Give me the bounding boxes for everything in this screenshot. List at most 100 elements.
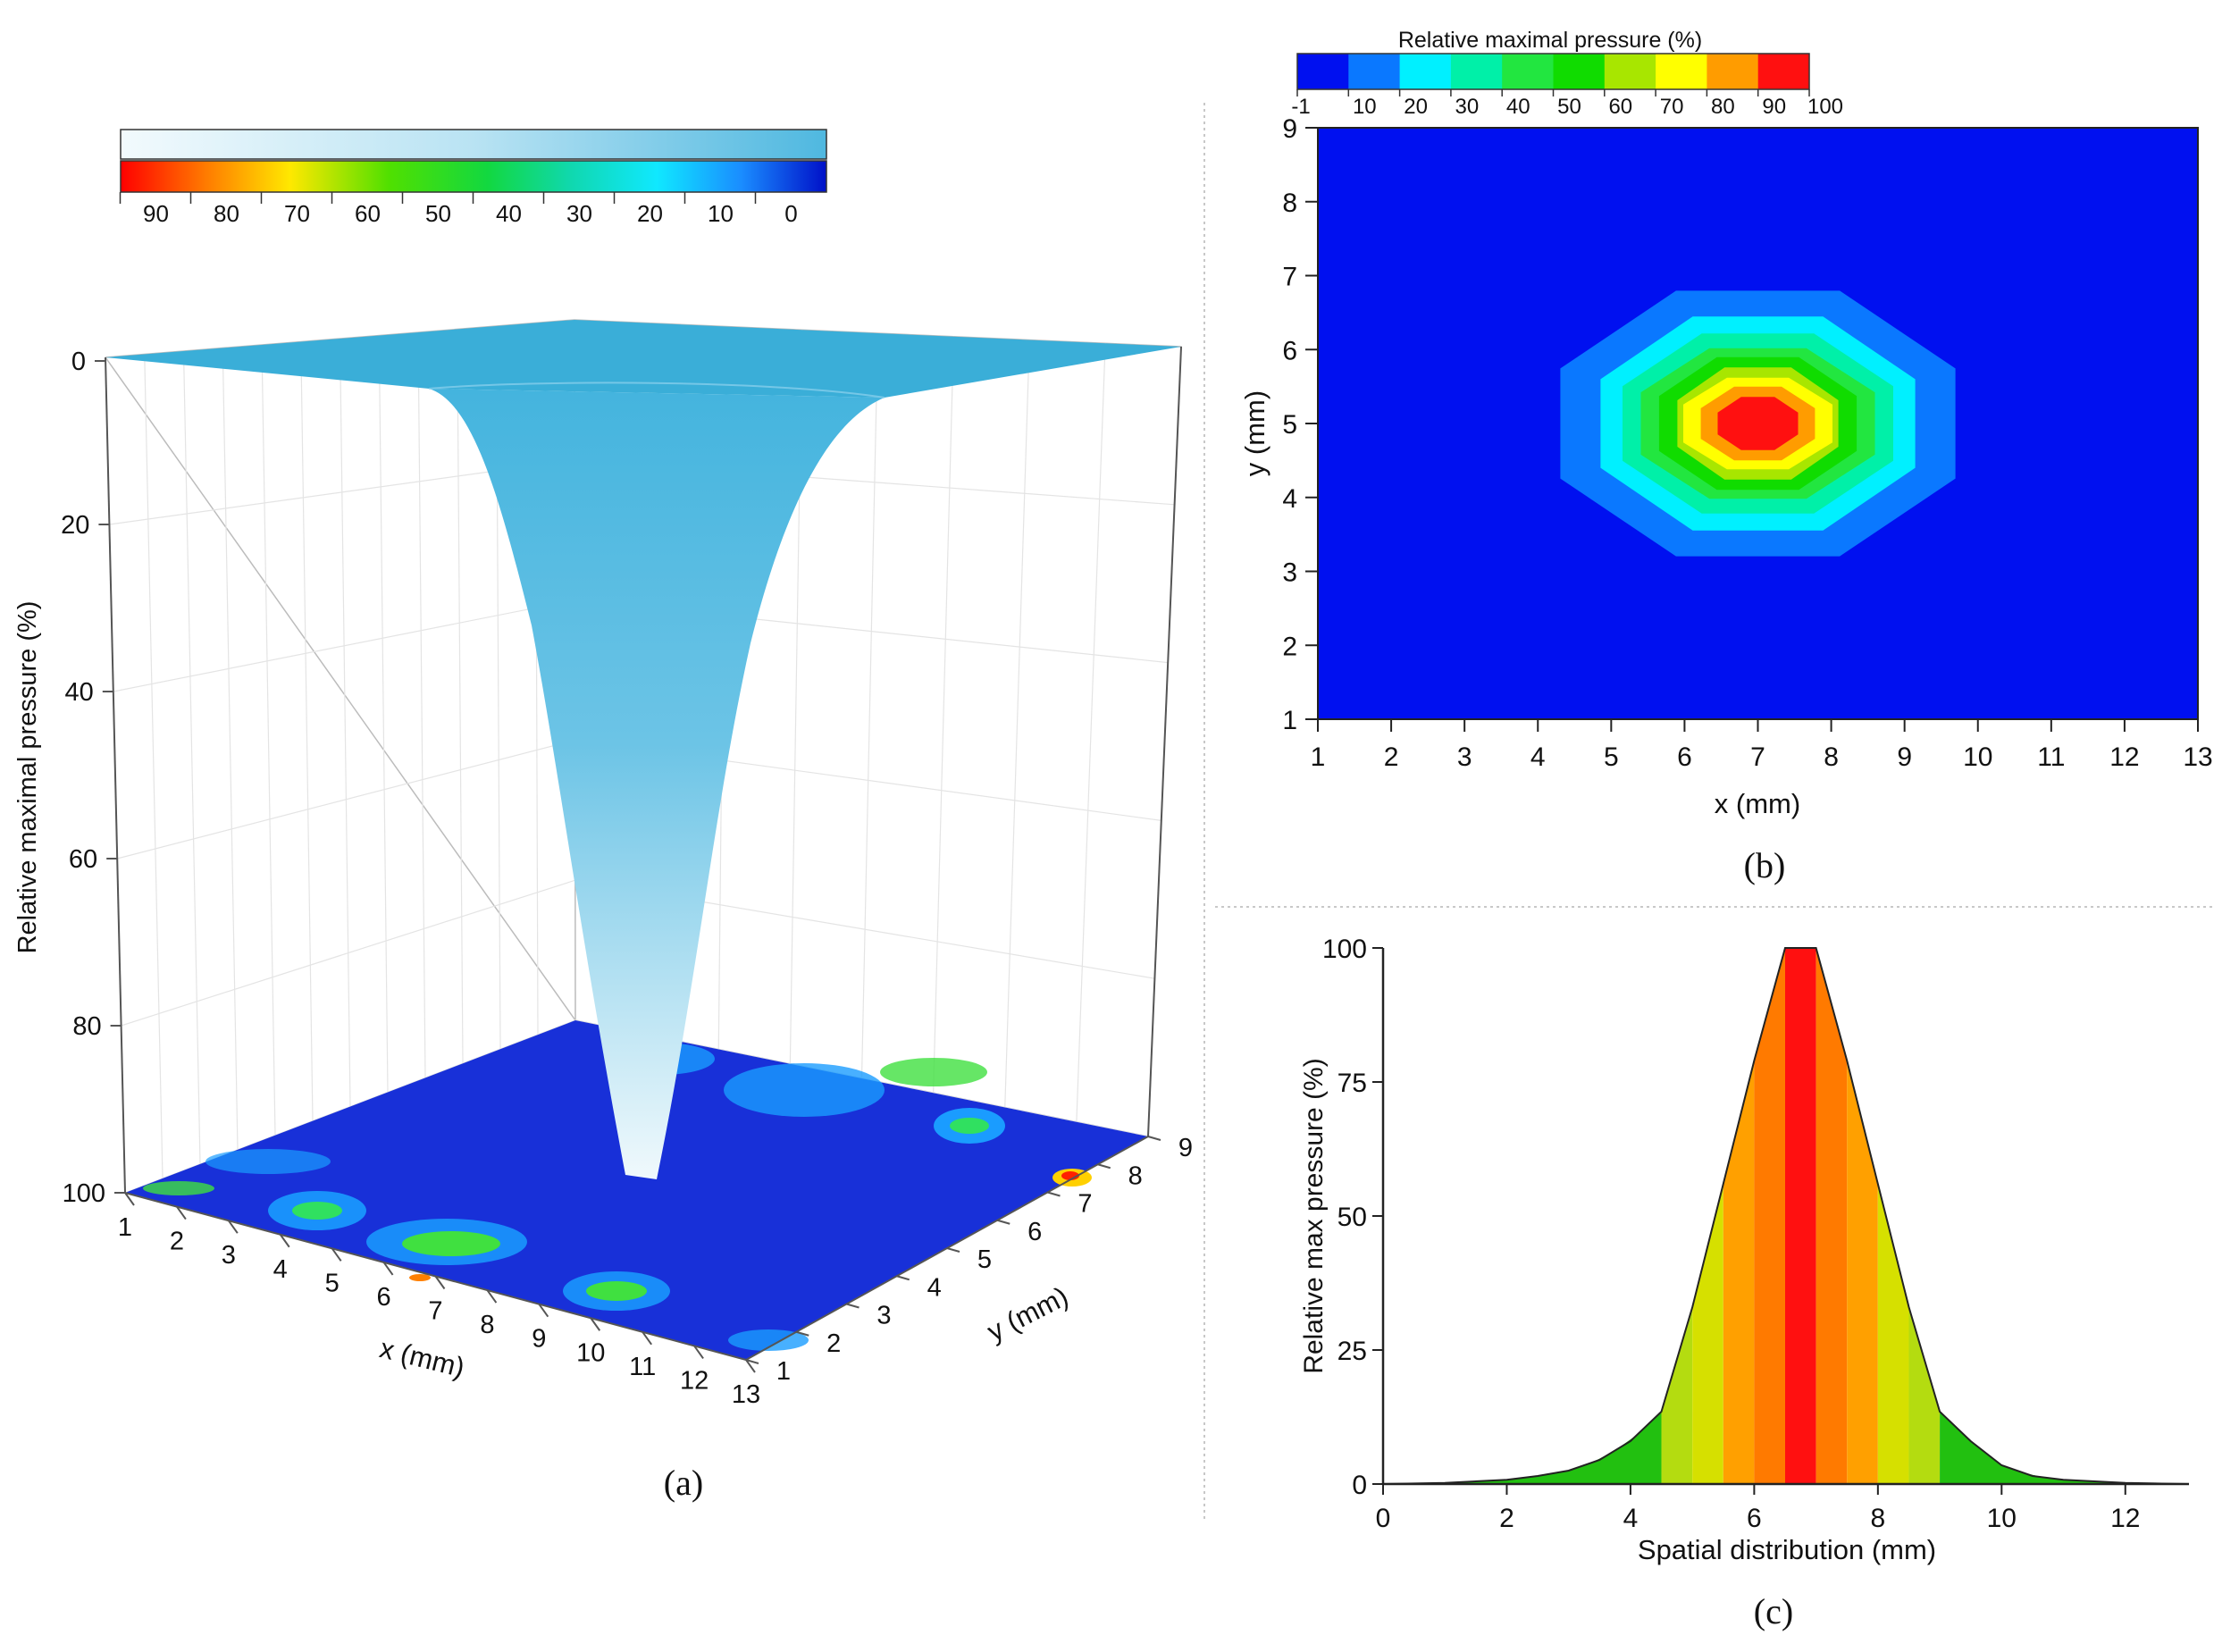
panel-a-pressure-surface [105, 320, 1181, 1179]
panel-a-z-tick-label: 60 [69, 845, 97, 874]
panel-b-colorbar-block [1348, 54, 1401, 89]
panel-a-y-tick [846, 1303, 860, 1309]
panel-b-colorbar-block [1502, 54, 1554, 89]
panel-c-x-tick-label: 8 [1871, 1504, 1886, 1533]
panel-a-x-tick [228, 1220, 239, 1234]
panel-b-colorbar-tick-label: 70 [1660, 95, 1684, 119]
panel-a-y-ticks: 1 2 3 4 5 6 7 8 9 [745, 1134, 1193, 1386]
panel-a-caption: (a) [664, 1463, 703, 1503]
panel-a-colorbar-ticks: 90 80 70 60 50 40 30 20 10 0 [119, 192, 798, 227]
panel-a-x-tick-label: 3 [222, 1241, 236, 1270]
panel-b-colorbar-tick-label: 10 [1353, 95, 1377, 119]
panel-c-y-tick-label: 50 [1338, 1203, 1367, 1232]
panel-b-colorbar-tick-label: 20 [1404, 95, 1428, 119]
panel-a-x-tick [745, 1359, 756, 1373]
panel-a-x-tick [642, 1331, 652, 1346]
panel-a-y-tick-label: 2 [826, 1329, 841, 1358]
panel-b-colorbar-tick-label: 90 [1762, 95, 1786, 119]
panel-a-gridline [182, 350, 201, 1164]
panel-a-x-tick-label: 6 [377, 1283, 391, 1312]
panel-c-y-tick-label: 0 [1352, 1471, 1367, 1500]
panel-a-y-tick [745, 1359, 759, 1364]
panel-a-x-tick-label: 5 [325, 1269, 340, 1297]
panel-c-x-tick-label: 12 [2110, 1504, 2140, 1533]
panel-a-gridline [417, 331, 426, 1078]
panel-a-y-tick-label: 4 [927, 1273, 942, 1302]
panel-a-gridline [457, 329, 464, 1064]
panel-a-y-tick-label: 3 [876, 1302, 891, 1330]
panel-a-y-tick [795, 1330, 809, 1337]
panel-a-z-axis-label: Relative maximal pressure (%) [13, 601, 42, 954]
panel-a-colorbar-surface [120, 129, 827, 160]
panel-a-gridline [1076, 343, 1106, 1122]
panel-a-y-tick [1147, 1136, 1161, 1141]
panel-b-x-tick-label: 6 [1677, 742, 1692, 772]
panel-a-x-tick [382, 1262, 394, 1276]
panel-c-area-band [1816, 948, 1848, 1484]
panel-b-y-tick-label: 6 [1282, 336, 1297, 365]
panel-b-x-tick-label: 11 [2037, 742, 2065, 772]
panel-c-x-axis-label: Spatial distribution (mm) [1638, 1534, 1936, 1565]
panel-b-colorbar-ticks: -1 10 20 30 40 50 60 70 80 90 100 [1291, 89, 1843, 119]
panel-b-colorbar-block [1656, 54, 1707, 89]
panel-c-area-band [1692, 1184, 1723, 1484]
panel-a-colorbar-tick-label: 30 [566, 200, 592, 227]
panel-b-colorbar-tick-label: 100 [1807, 95, 1843, 119]
panel-a-x-ticks: 1 2 3 4 5 6 7 8 9 10 11 12 13 [118, 1192, 760, 1409]
panel-a-colorbar-tick-label: 80 [214, 200, 239, 227]
panel-c-x-tick-label: 10 [1987, 1504, 2017, 1533]
panel-a-y-tick-label: 6 [1027, 1218, 1042, 1246]
panel-a-x-tick [434, 1275, 446, 1290]
panel-a-gridline [1004, 340, 1030, 1108]
panel-b-colorbar [1296, 53, 1810, 90]
panel-a-y-tick [996, 1219, 1010, 1225]
panel-a-colorbar-tick-label: 20 [637, 200, 663, 227]
panel-a-y-tick [896, 1275, 910, 1281]
panel-b-colorbar-tick-label: -1 [1291, 95, 1310, 119]
panel-a-x-tick [486, 1289, 498, 1304]
panel-b-x-axis-label: x (mm) [1715, 788, 1800, 819]
panel-a-z-tick-label: 80 [72, 1012, 101, 1041]
panel-b-y-tick-label: 9 [1282, 114, 1297, 144]
panel-a-x-tick [331, 1247, 342, 1262]
panel-b-colorbar-block [1553, 54, 1606, 89]
panel-b-x-tick-label: 9 [1897, 742, 1912, 772]
panel-c-curve-line [1382, 947, 2188, 1485]
panel-c-y-ticks: 0 25 50 75 100 [1322, 935, 1383, 1500]
panel-b-x-tick-label: 7 [1750, 742, 1765, 772]
panel-b-y-tick-label: 2 [1282, 632, 1297, 661]
panel-a-gridline [860, 332, 879, 1079]
panel-a-x-tick-label: 8 [480, 1311, 494, 1339]
panel-b-x-tick-label: 12 [2109, 742, 2139, 772]
panel-c-x-tick-label: 6 [1747, 1504, 1762, 1533]
panel-a-z-ticks: 0 20 40 60 80 100 [61, 348, 125, 1208]
panel-a-x-tick-label: 2 [170, 1228, 184, 1256]
panel-a-y-tick [946, 1247, 960, 1253]
panel-a-gridline [378, 335, 389, 1093]
panel-b-contour-level [1717, 397, 1799, 450]
panel-b-x-tick-label: 13 [2183, 742, 2212, 772]
panel-c-area-band [1847, 1061, 1878, 1484]
panel-a-x-tick-label: 13 [732, 1380, 760, 1409]
panel-c-area-band [1723, 1061, 1755, 1484]
panel-b-y-tick-label: 5 [1282, 410, 1297, 440]
panel-b-contours [1560, 290, 1956, 557]
panel-c-area-band [1661, 1307, 1693, 1484]
panel-b-colorbar-tick-label: 50 [1557, 95, 1581, 119]
panel-a-x-tick [124, 1192, 135, 1206]
panel-b-x-tick-label: 2 [1384, 742, 1399, 772]
panel-a-gridline [144, 354, 164, 1178]
panel-b-y-tick-label: 8 [1282, 189, 1297, 218]
panel-a-x-tick [279, 1234, 290, 1248]
panel-c-y-tick-label: 100 [1322, 935, 1367, 964]
panel-c-area-band [1785, 948, 1816, 1484]
panel-a-colorbar-tick-label: 90 [143, 200, 169, 227]
panel-c-area-band [1940, 1412, 2187, 1484]
panel-a-x-tick-label: 12 [680, 1366, 709, 1395]
panel-b-colorbar-block [1604, 54, 1656, 89]
panel-b-colorbar-tick-label: 60 [1608, 95, 1632, 119]
panel-a-x-tick [176, 1206, 187, 1220]
panel-c-area-band [1908, 1307, 1941, 1484]
panel-a-y-tick-label: 1 [776, 1357, 791, 1386]
